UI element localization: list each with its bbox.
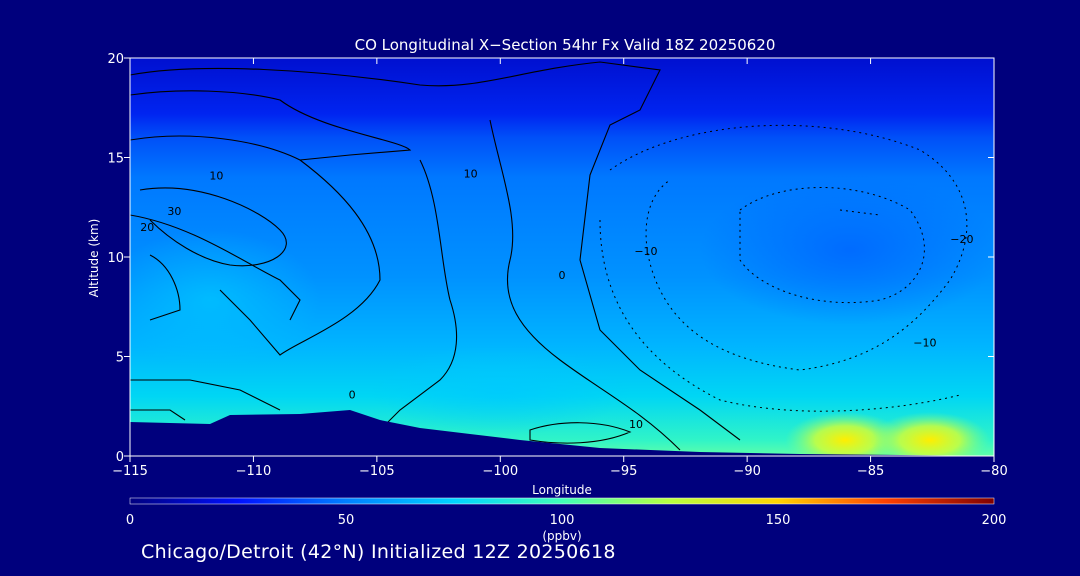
- negative-contours: [599, 124, 968, 412]
- y-tick-label: 0: [116, 450, 124, 465]
- concentration-field: [130, 58, 994, 456]
- y-tick-label: 20: [107, 52, 124, 67]
- contour-label: 10: [629, 418, 643, 431]
- contour-lines: [130, 61, 741, 451]
- footer-text: Chicago/Detroit (42°N) Initialized 12Z 2…: [141, 541, 616, 563]
- colorbar-tick-label: 0: [126, 513, 134, 528]
- x-tick-label: −80: [980, 464, 1007, 479]
- colorbar-unit: (ppbv): [542, 529, 581, 543]
- chart-title: CO Longitudinal X−Section 54hr Fx Valid …: [355, 36, 776, 54]
- contour-label: −10: [913, 337, 936, 350]
- y-axis: 0 5 10 15 20: [107, 52, 994, 465]
- x-axis: −115 −110 −105 −100 −95 −90 −85 −80: [112, 58, 1008, 479]
- colorbar-gradient: [129, 497, 995, 505]
- x-tick-label: −115: [112, 464, 148, 479]
- high-co-surface-2: [870, 412, 990, 456]
- y-tick-label: 5: [116, 351, 124, 366]
- colorbar: 0 50 100 150 200 (ppbv): [126, 497, 1007, 543]
- mid-co-blob-center: [370, 345, 630, 435]
- low-co-region: [700, 175, 994, 325]
- x-axis-label: Longitude: [532, 483, 592, 497]
- y-tick-label: 15: [107, 152, 124, 167]
- terrain: [130, 410, 994, 457]
- x-tick-label: −100: [482, 464, 518, 479]
- mid-co-blob-west: [130, 230, 320, 370]
- y-axis-label: Altitude (km): [87, 219, 101, 298]
- contour-label: 30: [167, 205, 181, 218]
- contour-label: 20: [140, 221, 154, 234]
- contour-label: −20: [950, 233, 973, 246]
- y-tick-label: 10: [107, 251, 124, 266]
- colorbar-tick-label: 200: [982, 513, 1007, 528]
- contour-labels: 10 30 20 10 0 −10 −20 −10 10 0: [140, 167, 973, 431]
- contour-label: 10: [209, 169, 223, 182]
- x-tick-label: −85: [857, 464, 884, 479]
- x-tick-label: −95: [610, 464, 637, 479]
- x-tick-label: −105: [359, 464, 395, 479]
- contour-label: 0: [349, 388, 356, 401]
- x-tick-label: −90: [733, 464, 760, 479]
- x-tick-label: −110: [236, 464, 272, 479]
- colorbar-ticks: 0 50 100 150 200: [126, 513, 1007, 528]
- contour-label: −10: [634, 245, 657, 258]
- contour-label: 10: [464, 167, 478, 180]
- colorbar-tick-label: 100: [550, 513, 575, 528]
- colorbar-tick-label: 150: [766, 513, 791, 528]
- contour-label: 0: [559, 269, 566, 282]
- colorbar-tick-label: 50: [338, 513, 355, 528]
